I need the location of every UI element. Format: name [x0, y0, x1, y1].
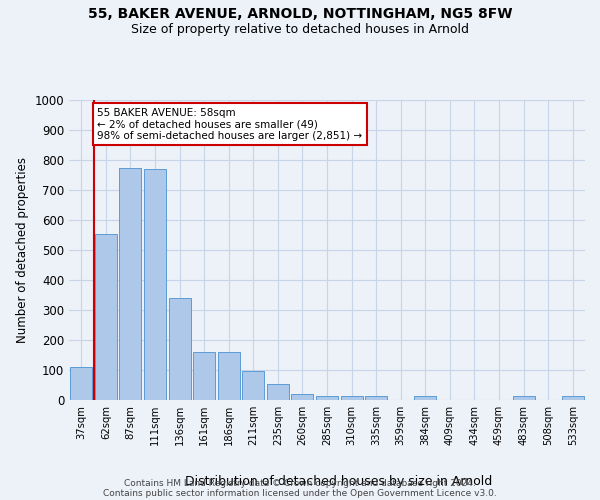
Bar	[512, 396, 535, 400]
Bar	[193, 352, 215, 400]
Bar	[267, 384, 289, 400]
Bar	[242, 371, 265, 400]
Text: 55 BAKER AVENUE: 58sqm
← 2% of detached houses are smaller (49)
98% of semi-deta: 55 BAKER AVENUE: 58sqm ← 2% of detached …	[97, 108, 362, 140]
Bar	[144, 169, 166, 400]
Bar	[562, 396, 584, 400]
Bar	[119, 168, 142, 400]
Text: 55, BAKER AVENUE, ARNOLD, NOTTINGHAM, NG5 8FW: 55, BAKER AVENUE, ARNOLD, NOTTINGHAM, NG…	[88, 8, 512, 22]
Bar	[365, 396, 387, 400]
Bar	[218, 352, 240, 400]
Text: Distribution of detached houses by size in Arnold: Distribution of detached houses by size …	[185, 474, 493, 488]
Text: Contains HM Land Registry data © Crown copyright and database right 2024.
Contai: Contains HM Land Registry data © Crown c…	[103, 478, 497, 498]
Bar	[414, 396, 436, 400]
Y-axis label: Number of detached properties: Number of detached properties	[16, 157, 29, 343]
Bar	[95, 234, 117, 400]
Bar	[341, 396, 362, 400]
Bar	[70, 367, 92, 400]
Bar	[316, 396, 338, 400]
Bar	[169, 298, 191, 400]
Bar	[292, 394, 313, 400]
Text: Size of property relative to detached houses in Arnold: Size of property relative to detached ho…	[131, 22, 469, 36]
